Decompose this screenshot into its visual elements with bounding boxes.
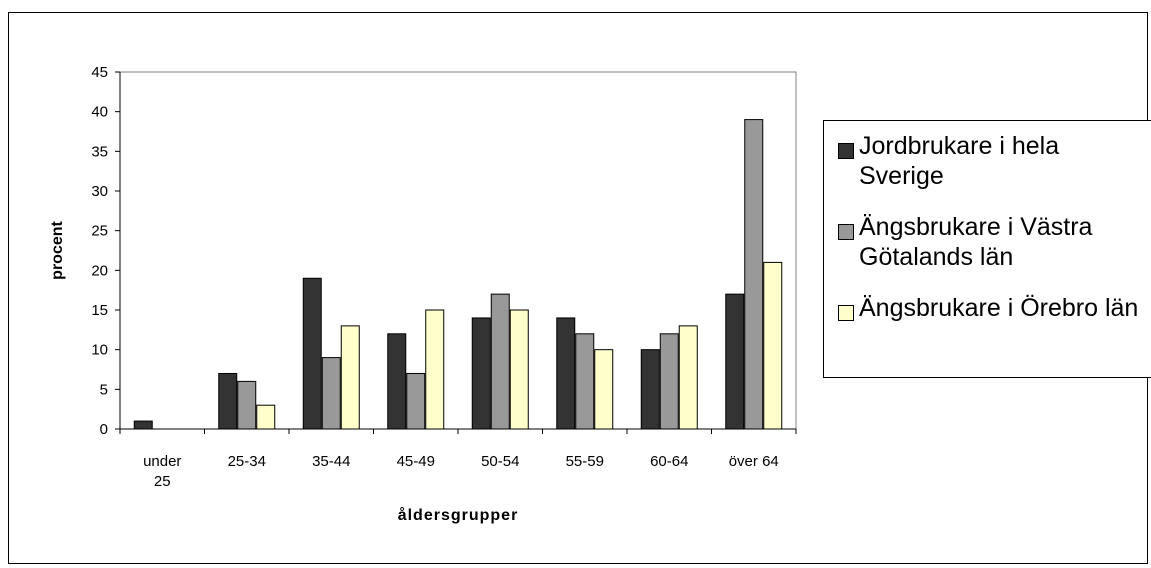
legend: Jordbrukare i hela Sverige Ängsbrukare i… [823, 120, 1151, 378]
bar-1-8 [725, 293, 745, 430]
bar-3-7 [678, 325, 698, 430]
bar-2-5 [490, 293, 510, 430]
bar-1-2 [218, 372, 238, 430]
y-tick-label: 40 [91, 104, 108, 121]
bar-3-2 [256, 404, 276, 430]
y-tick-label: 10 [91, 342, 108, 359]
bar-2-7 [659, 333, 679, 430]
legend-swatch-angsbrukare-orebro [838, 305, 854, 321]
y-tick-label: 45 [91, 64, 108, 81]
y-tick-label: 30 [91, 183, 108, 200]
bar-2-8 [744, 119, 764, 430]
legend-item-jordbrukare-sverige: Jordbrukare i hela Sverige [838, 131, 1149, 191]
y-tick-label: 0 [100, 421, 108, 438]
bar-1-6 [556, 317, 576, 430]
y-tick-label: 15 [91, 302, 108, 319]
x-tick-label: 50-54 [481, 453, 519, 470]
legend-label-angsbrukare-vastra-gotaland: Ängsbrukare i Västra Götalands län [859, 213, 1093, 271]
y-tick-label: 25 [91, 223, 108, 240]
bar-2-2 [237, 380, 257, 430]
legend-swatch-angsbrukare-vastra-gotaland [838, 224, 854, 240]
bar-2-3 [321, 357, 341, 430]
bar-2-6 [575, 333, 595, 430]
bar-2-4 [406, 372, 426, 430]
legend-label-jordbrukare-sverige: Jordbrukare i hela Sverige [859, 132, 1060, 190]
x-tick-label: 45-49 [397, 453, 435, 470]
y-tick-label: 20 [91, 262, 108, 279]
y-tick-label: 35 [91, 143, 108, 160]
legend-item-angsbrukare-orebro: Ängsbrukare i Örebro län [838, 293, 1149, 323]
legend-item-angsbrukare-vastra-gotaland: Ängsbrukare i Västra Götalands län [838, 212, 1149, 272]
legend-swatch-jordbrukare-sverige [838, 143, 854, 159]
x-tick-label: under 25 [143, 453, 181, 490]
bar-3-5 [509, 309, 529, 430]
bar-3-4 [425, 309, 445, 430]
bar-1-5 [471, 317, 491, 430]
x-tick-label: 60-64 [650, 453, 688, 470]
bar-3-3 [340, 325, 360, 430]
y-tick-label: 5 [100, 381, 108, 398]
x-axis-title: åldersgrupper [398, 506, 519, 524]
x-tick-label: över 64 [729, 453, 779, 470]
bar-1-7 [640, 349, 660, 430]
x-tick-label: 25-34 [228, 453, 266, 470]
bar-3-8 [763, 261, 783, 430]
x-tick-label: 35-44 [312, 453, 350, 470]
bar-1-1 [133, 420, 153, 430]
x-tick-label: 55-59 [566, 453, 604, 470]
bar-1-4 [387, 333, 407, 430]
legend-label-angsbrukare-orebro: Ängsbrukare i Örebro län [859, 294, 1139, 322]
y-axis-title: procent [49, 220, 66, 279]
bar-3-6 [594, 349, 614, 430]
bar-1-3 [302, 277, 322, 430]
